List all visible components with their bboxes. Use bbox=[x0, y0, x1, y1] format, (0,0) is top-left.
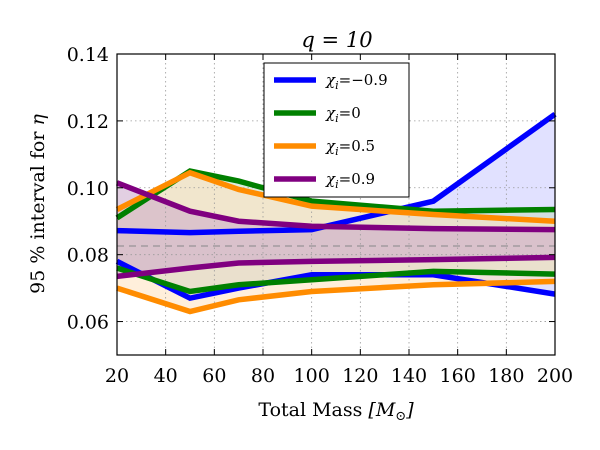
axis-ticks bbox=[116, 53, 556, 355]
x-tick-label: 100 bbox=[294, 365, 330, 387]
y-axis-label: 95 % interval for η bbox=[27, 114, 49, 294]
x-tick-label: 140 bbox=[391, 365, 427, 387]
legend-label-4: χi=0.9 bbox=[325, 170, 375, 191]
plot-frame bbox=[116, 53, 556, 356]
x-tick-label: 60 bbox=[202, 365, 226, 387]
legend-box bbox=[263, 62, 410, 198]
y-tick-labels: 0.06 0.08 0.10 0.12 0.14 bbox=[67, 44, 109, 334]
x-tick-label: 40 bbox=[154, 365, 178, 387]
x-tick-label: 120 bbox=[342, 365, 378, 387]
x-tick-label: 200 bbox=[537, 365, 573, 387]
series-4-upper-line bbox=[116, 180, 556, 233]
x-tick-label: 20 bbox=[105, 365, 129, 387]
series-4-lower-line bbox=[116, 254, 556, 280]
series-2-lower-line bbox=[116, 265, 556, 295]
series-1-upper-line bbox=[116, 111, 557, 236]
legend-label-1: χi=−0.9 bbox=[325, 71, 388, 92]
y-tick-label: 0.14 bbox=[67, 44, 109, 66]
series-3-lower-line bbox=[116, 278, 556, 315]
x-tick-label: 180 bbox=[488, 365, 524, 387]
chart-title: q = 10 bbox=[301, 28, 372, 52]
x-axis-label: Total Mass [M⊙] bbox=[258, 399, 414, 424]
y-tick-label: 0.10 bbox=[67, 178, 109, 200]
y-tick-label: 0.08 bbox=[67, 245, 109, 267]
y-tick-label: 0.12 bbox=[67, 111, 109, 133]
interval-fill-4 bbox=[117, 182, 555, 277]
legend-label-2: χi=0 bbox=[325, 104, 361, 125]
legend-label-3: χi=0.5 bbox=[325, 137, 375, 158]
y-tick-label: 0.06 bbox=[67, 312, 109, 334]
legend: χi=−0.9 χi=0 χi=0.5 χi=0.9 bbox=[263, 62, 410, 198]
series-3-upper-line bbox=[115, 169, 556, 224]
x-tick-label: 160 bbox=[440, 365, 476, 387]
x-tick-label: 80 bbox=[251, 365, 275, 387]
x-tick-labels: 20 40 60 80 100 120 140 160 180 200 bbox=[105, 365, 573, 387]
